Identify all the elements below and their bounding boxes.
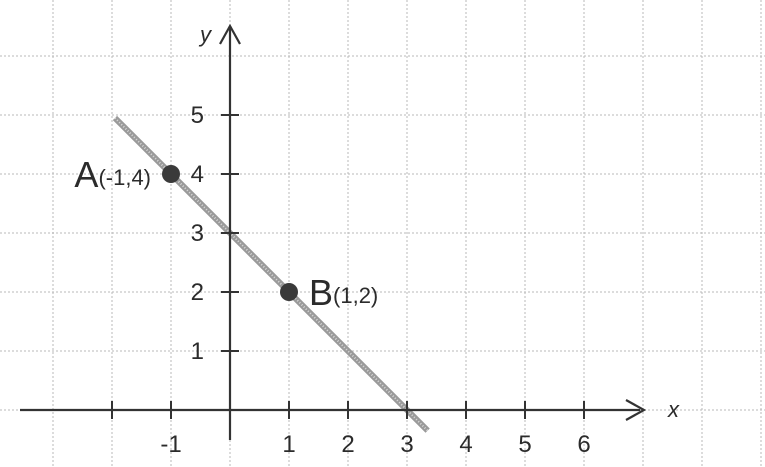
- point-a-label: A(-1,4): [74, 154, 151, 195]
- x-axis-arrow: [625, 399, 647, 421]
- y-tick-label: 5: [191, 102, 204, 129]
- x-tick-label: 5: [518, 431, 531, 458]
- y-axis-label: y: [198, 22, 213, 47]
- points-layer: A(-1,4) B(1,2): [74, 154, 378, 313]
- tick-labels: -1 1 2 3 4 5 6 1 2 3 4 5: [160, 102, 590, 458]
- point-b: [280, 283, 298, 301]
- x-tick-label: 6: [577, 431, 590, 458]
- y-tick-label: 4: [191, 161, 204, 188]
- x-tick-label: 3: [400, 431, 413, 458]
- axes: x y: [20, 22, 680, 440]
- y-tick-label: 2: [191, 279, 204, 306]
- x-tick-label: 2: [341, 431, 354, 458]
- point-a: [162, 165, 180, 183]
- x-tick-label: 4: [459, 431, 472, 458]
- y-tick-label: 1: [191, 338, 204, 365]
- ticks: [111, 114, 585, 419]
- y-tick-label: 3: [191, 220, 204, 247]
- line-layer: [112, 115, 430, 433]
- y-axis-arrow: [219, 23, 241, 45]
- point-b-label: B(1,2): [309, 272, 378, 313]
- x-tick-label: 1: [282, 431, 295, 458]
- x-axis-label: x: [667, 397, 680, 422]
- x-tick-label: -1: [160, 431, 181, 458]
